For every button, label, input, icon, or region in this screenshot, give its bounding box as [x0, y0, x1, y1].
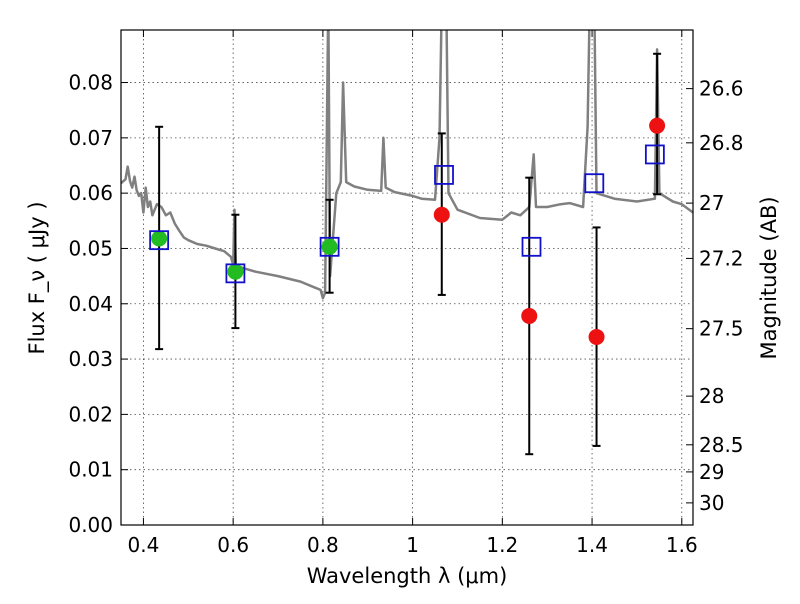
y-tick-label: 0.01: [68, 458, 113, 482]
right-tick-label: 26.6: [699, 77, 744, 101]
y-axis-left: 0.00 0.01 0.02 0.03 0.04 0.05 0.06 0.07 0.08: [68, 71, 128, 537]
spectrum-layer: [121, 30, 693, 300]
marker-layer: [149, 117, 666, 345]
x-tick-label: 1: [406, 533, 419, 557]
right-tick-label: 28.5: [699, 433, 744, 457]
y-tick-label: 0.07: [68, 126, 113, 150]
right-tick-label: 26.8: [699, 131, 744, 155]
green-data-point: [321, 238, 338, 255]
right-tick-label: 27.5: [699, 317, 744, 341]
right-tick-label: 27: [699, 191, 724, 215]
model-square-point: [319, 236, 340, 257]
right-tick-label: 30: [699, 491, 724, 515]
x-tick-label: 1.6: [666, 533, 698, 557]
errorbar-layer: [155, 52, 662, 456]
model-square-point: [521, 236, 542, 257]
y-tick-label: 0.06: [68, 181, 113, 205]
red-data-point: [433, 206, 450, 223]
y-tick-label: 0.04: [68, 292, 113, 316]
red-data-point: [588, 328, 605, 345]
y-axis-title: Flux F_ν ( μJy ): [25, 201, 50, 354]
green-data-point: [151, 230, 168, 247]
model-square-point: [434, 165, 454, 185]
green-data-point: [227, 263, 244, 280]
y-tick-label: 0.00: [68, 513, 113, 537]
y-tick-label: 0.05: [68, 236, 113, 260]
model-square-point: [584, 173, 605, 194]
right-tick-label: 28: [699, 384, 724, 408]
x-axis: 0.4 0.6 0.8 1 1.2 1.4 1.6: [128, 30, 698, 557]
x-tick-label: 0.4: [128, 533, 160, 557]
model-square-point: [149, 230, 170, 251]
model-square-point: [225, 263, 246, 284]
x-axis-title: Wavelength λ (μm): [307, 564, 508, 588]
x-tick-label: 0.6: [217, 533, 249, 557]
red-data-point: [521, 307, 538, 324]
model-square-point: [644, 144, 665, 165]
spectrum-line: [121, 30, 693, 300]
grid: [121, 30, 693, 526]
x-tick-label: 0.8: [307, 533, 339, 557]
red-data-point: [649, 117, 666, 134]
y-axis-right-title: Magnitude (AB): [757, 196, 781, 359]
y-tick-label: 0.03: [68, 347, 113, 371]
right-tick-label: 29: [699, 460, 724, 484]
plot-frame: [120, 29, 694, 526]
y-tick-label: 0.08: [68, 71, 113, 95]
y-tick-label: 0.02: [68, 402, 113, 426]
x-tick-label: 1.2: [486, 533, 518, 557]
right-tick-label: 27.2: [699, 246, 744, 270]
x-tick-label: 1.4: [576, 533, 608, 557]
y-axis-right: 26.6 26.8 27 27.2 27.5 28 28.5 29 30: [686, 77, 744, 515]
